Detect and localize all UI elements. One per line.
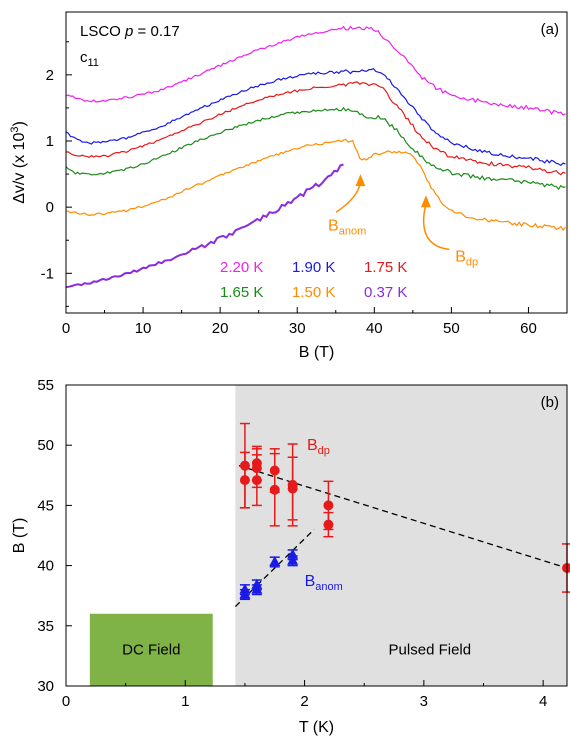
x-tick-label: 2: [300, 693, 308, 710]
panel-a-series-group: [65, 25, 566, 289]
x-tick-label: 30: [289, 320, 306, 337]
y-tick-label: 2: [46, 67, 54, 84]
annotation-sub: anom: [339, 225, 367, 237]
sample-label-p: p: [124, 23, 133, 40]
fit-line-b-anom: [234, 529, 315, 608]
fit-line-b-dp: [238, 465, 568, 569]
x-tick-label: 60: [520, 320, 537, 337]
series-line-175k: [65, 81, 566, 176]
region-label-dc-field: DC Field: [122, 642, 180, 659]
region-label-pulsed-field: Pulsed Field: [389, 642, 472, 659]
panel-a-legend: 2.20 K 1.90 K 1.75 K 1.65 K 1.50 K 0.37 K: [220, 259, 407, 301]
annotation-main: B: [328, 217, 339, 234]
data-point-b-anom: [287, 548, 299, 559]
y-tick-label: 1: [46, 133, 54, 150]
data-point-b-dp: [239, 475, 250, 486]
data-point-b-dp: [269, 484, 280, 495]
b-dp-sub: dp: [318, 445, 330, 457]
x-tick-label: 4: [539, 693, 547, 710]
panel-b-regions: [89, 385, 567, 686]
region-pulsed-field: [235, 385, 567, 686]
b-anom-main: B: [305, 573, 316, 590]
data-point-b-anom: [251, 578, 263, 589]
legend-entry-037k: 0.37 K: [364, 284, 407, 301]
panel-b-x-axis-title: T (K): [299, 719, 334, 736]
legend-entry-150k: 1.50 K: [292, 284, 335, 301]
annotation-arrow-dp: [422, 203, 450, 251]
x-tick-label: 0: [62, 693, 70, 710]
y-title-main: Δv/v (x 10: [11, 133, 28, 204]
series-line-190k: [65, 67, 566, 167]
sample-label-prefix: LSCO: [80, 23, 121, 40]
x-tick-label: 40: [366, 320, 383, 337]
series-line-220k: [65, 25, 566, 116]
annotation-arrowhead-anom: [355, 174, 366, 187]
panel-b-label: (b): [541, 394, 559, 411]
b-dp-main: B: [307, 437, 318, 454]
panel-b-points: [239, 422, 570, 601]
panel-b: 0 1 2 3 4 30 35 40 45 50 55 (b) T (K) B (T) Bdp Ba…: [11, 377, 570, 736]
panel-a-label: (a): [541, 21, 559, 38]
panel-b-fit-lines: [234, 465, 568, 608]
series-label-b-dp: Bdp: [307, 437, 330, 457]
y-tick-label: 55: [37, 377, 54, 394]
y-tick-label: 0: [46, 199, 54, 216]
series-label-b-anom: Banom: [305, 573, 343, 593]
legend-entry-175k: 1.75 K: [364, 259, 407, 276]
data-point-b-dp: [323, 519, 334, 530]
data-point-b-dp: [251, 463, 262, 474]
x-tick-label: 3: [420, 693, 428, 710]
region-dc-field: [89, 613, 213, 686]
panel-b-frame: [65, 384, 568, 687]
y-tick-label: -1: [41, 265, 54, 282]
b-anom-sub: anom: [315, 581, 343, 593]
annotation-arrowhead-dp: [420, 195, 431, 208]
data-point-b-anom: [239, 583, 251, 594]
annotation-main: B: [455, 248, 466, 265]
y-title-end: ): [11, 121, 28, 126]
data-point-b-dp: [287, 483, 298, 494]
panel-a-x-axis-title: B (T): [299, 344, 335, 361]
sample-label-value: = 0.17: [138, 23, 180, 40]
y-tick-label: 35: [37, 618, 54, 635]
data-point-b-dp: [562, 563, 570, 574]
y-tick-label: 40: [37, 558, 54, 575]
x-tick-label: 50: [443, 320, 460, 337]
y-tick-label: 45: [37, 497, 54, 514]
x-tick-label: 1: [181, 693, 189, 710]
annotation-arrow-anom: [335, 181, 362, 213]
legend-entry-165k: 1.65 K: [220, 284, 263, 301]
mode-label-main: c: [80, 49, 88, 66]
panel-b-ticks: 0 1 2 3 4 30 35 40 45 50 55: [37, 377, 547, 710]
x-tick-label: 20: [212, 320, 229, 337]
mode-label: c11: [80, 49, 99, 69]
y-tick-label: 50: [37, 437, 54, 454]
x-tick-label: 10: [135, 320, 152, 337]
sample-label: LSCO p = 0.17: [80, 23, 180, 40]
series-line-165k: [65, 106, 566, 191]
data-point-b-anom: [269, 555, 281, 566]
y-title-sup: 3: [9, 127, 21, 133]
data-point-b-dp: [323, 500, 334, 511]
annotation-sub: dp: [466, 256, 478, 268]
panel-a-frame: [65, 11, 568, 314]
panel-a-ticks: 0 10 20 30 40 50 60 -1 0 1 2: [41, 41, 537, 337]
mode-label-sub: 11: [88, 57, 99, 69]
legend-entry-220k: 2.20 K: [220, 259, 263, 276]
annotation-label-anom: Banom: [328, 217, 366, 237]
x-tick-label: 0: [62, 320, 70, 337]
panel-b-y-axis-title: B (T): [11, 518, 28, 554]
series-line-037k: [65, 163, 344, 289]
series-line-150k: [65, 138, 566, 232]
y-tick-label: 30: [37, 678, 54, 695]
annotation-label-dp: Bdp: [455, 248, 478, 268]
legend-entry-190k: 1.90 K: [292, 259, 335, 276]
panel-a-y-axis-title: Δv/v (x 103): [9, 121, 28, 204]
